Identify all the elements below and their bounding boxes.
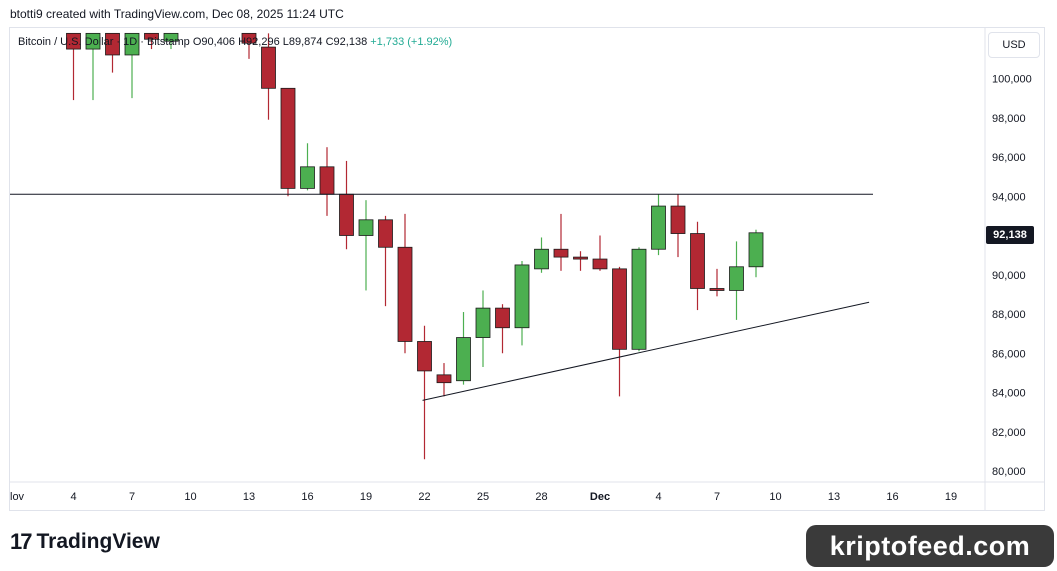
- candle-body-down: [709, 288, 725, 291]
- candle-body-down: [592, 258, 608, 270]
- x-tick-label: 19: [360, 491, 372, 503]
- x-tick-label: 10: [769, 491, 781, 503]
- candle-body-down: [105, 32, 120, 56]
- last-price-label: 92,138: [986, 226, 1034, 244]
- x-tick-label: 16: [301, 491, 313, 503]
- candle-body-up: [748, 232, 764, 268]
- x-tick-label: 10: [184, 491, 196, 503]
- y-tick-label: 94,000: [992, 191, 1026, 203]
- candle-body-down: [417, 341, 432, 372]
- y-tick-label: 98,000: [992, 113, 1026, 125]
- candle-body-down: [261, 46, 276, 89]
- candle-body-down: [280, 87, 296, 189]
- symbol-label: Bitcoin / U.S. Dollar · 1D · Bitstamp: [18, 36, 190, 48]
- candle-body-down: [553, 248, 569, 258]
- candles-group: [66, 32, 764, 460]
- currency-button[interactable]: USD: [988, 32, 1040, 58]
- candle-body-up: [514, 264, 530, 329]
- candle-body-up: [456, 337, 471, 382]
- candle-body-up: [631, 248, 647, 350]
- candle-body-up: [358, 219, 374, 236]
- candle-body-up: [300, 166, 315, 189]
- tradingview-wordmark: TradingView: [36, 530, 160, 553]
- candle-body-down: [436, 374, 452, 384]
- y-tick-label: 100,000: [992, 74, 1032, 86]
- x-tick-label: 13: [243, 491, 255, 503]
- candle-body-up: [475, 307, 491, 338]
- candle-body-down: [339, 193, 354, 236]
- candle-body-down: [670, 205, 686, 234]
- y-tick-label: 82,000: [992, 427, 1026, 439]
- candle-body-down: [690, 233, 705, 289]
- candle-body-down: [319, 166, 335, 195]
- candle-body-up: [85, 32, 101, 50]
- close-value: C92,138: [325, 36, 368, 48]
- y-tick-label: 80,000: [992, 466, 1026, 478]
- x-tick-label: 4: [655, 491, 661, 503]
- candle-body-down: [144, 32, 159, 40]
- ohlc-legend: Bitcoin / U.S. Dollar · 1D · Bitstamp O9…: [18, 36, 452, 48]
- candle-body-down: [612, 268, 627, 350]
- chart-frame: [9, 27, 1045, 511]
- candle-body-down: [573, 256, 588, 260]
- candle-body-up: [124, 32, 140, 56]
- candle-body-down: [378, 219, 393, 248]
- x-tick-label: 16: [886, 491, 898, 503]
- y-tick-label: 84,000: [992, 388, 1026, 400]
- y-tick-label: 88,000: [992, 309, 1026, 321]
- candle-body-down: [241, 32, 257, 44]
- kriptofeed-watermark: kriptofeed.com: [806, 525, 1054, 567]
- x-tick-label: 13: [828, 491, 840, 503]
- chart-header-title: btotti9 created with TradingView.com, De…: [10, 7, 344, 21]
- candle-body-up: [163, 32, 179, 42]
- x-tick-label: 4: [70, 491, 76, 503]
- open-value: O90,406: [192, 36, 236, 48]
- x-tick-label: Dec: [590, 491, 610, 503]
- y-tick-label: 96,000: [992, 152, 1026, 164]
- support-trendline: [422, 301, 870, 401]
- candle-body-down: [397, 246, 413, 342]
- x-tick-label: 7: [129, 491, 135, 503]
- candle-body-up: [729, 266, 744, 291]
- y-tick-label: 90,000: [992, 270, 1026, 282]
- candle-body-down: [495, 307, 510, 329]
- candle-body-up: [651, 205, 666, 250]
- y-tick-label: 86,000: [992, 348, 1026, 360]
- x-tick-label: 19: [945, 491, 957, 503]
- tradingview-mark-icon: 17: [10, 529, 33, 554]
- low-value: L89,874: [282, 36, 323, 48]
- x-tick-label: 22: [418, 491, 430, 503]
- x-tick-label: 28: [535, 491, 547, 503]
- x-tick-label: 7: [714, 491, 720, 503]
- candle-body-down: [66, 32, 81, 50]
- change-value: +1,733 (+1.92%): [370, 36, 453, 48]
- candle-body-up: [534, 248, 549, 270]
- x-tick-label: lov: [10, 491, 25, 503]
- high-value: H92,296: [238, 36, 280, 48]
- tradingview-logo[interactable]: 17 TradingView: [10, 529, 160, 555]
- x-tick-label: 25: [477, 491, 489, 503]
